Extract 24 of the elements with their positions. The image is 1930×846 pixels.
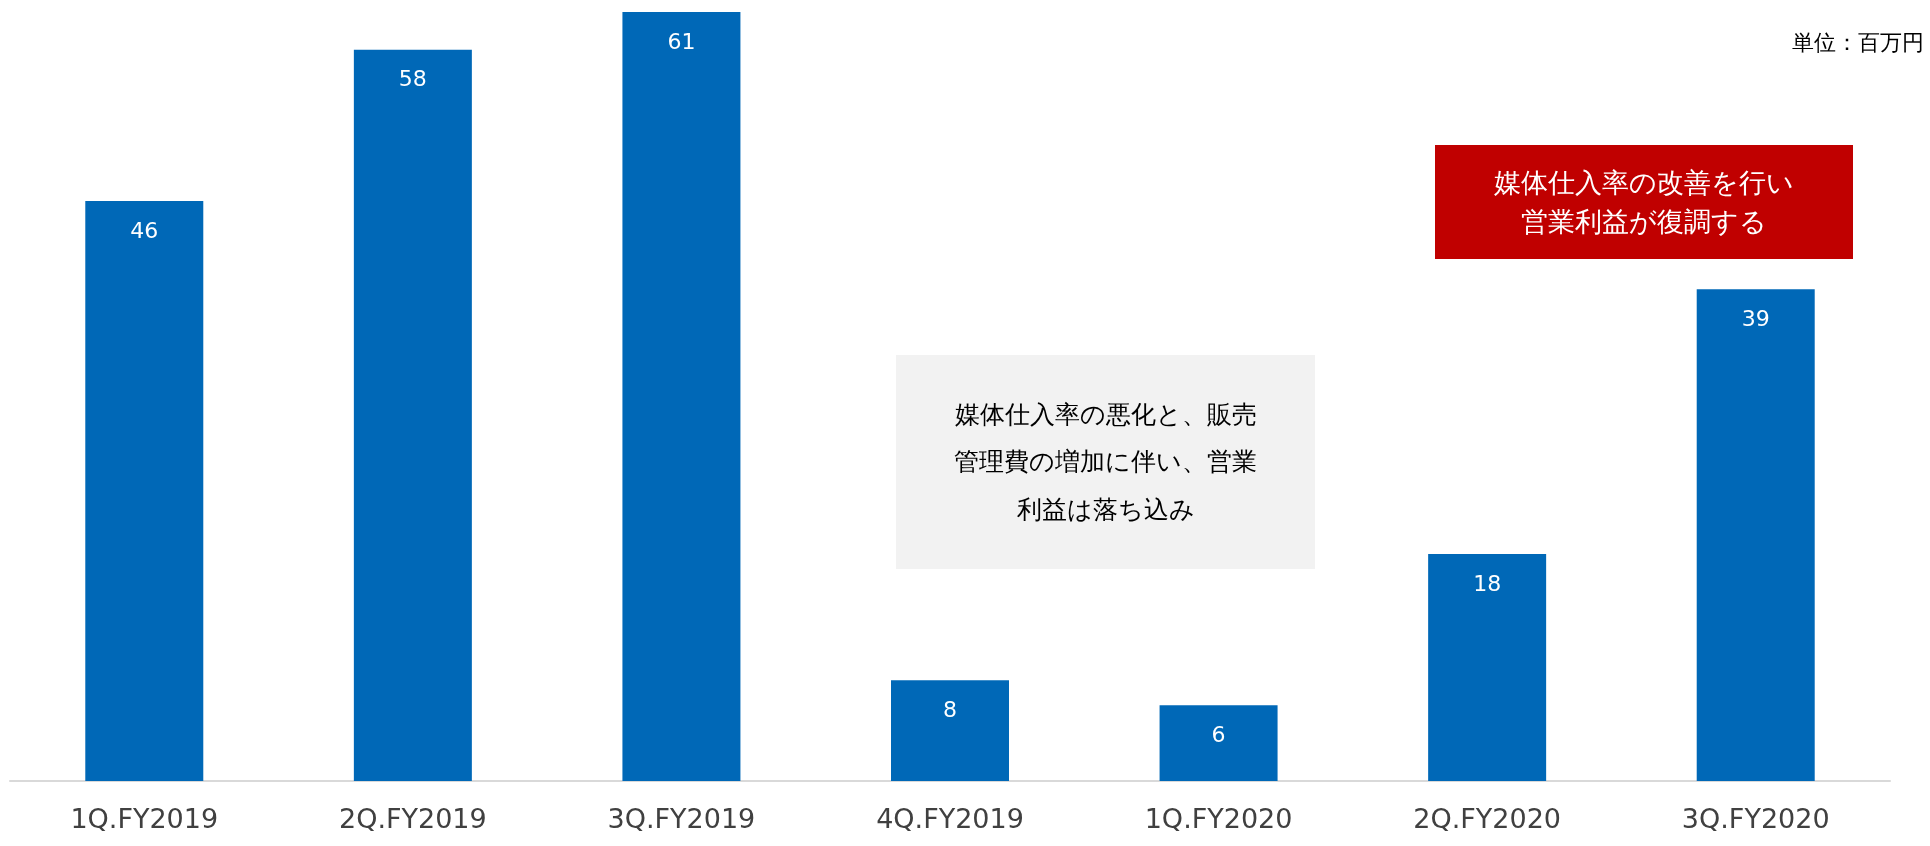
callout-box: 媒体仕入率の改善を行い営業利益が復調する <box>1435 145 1853 259</box>
x-tick-label: 2Q.FY2019 <box>338 803 487 834</box>
data-label: 61 <box>667 28 696 54</box>
bar <box>1428 554 1547 781</box>
data-label: 46 <box>130 217 159 243</box>
bar <box>891 680 1009 781</box>
bar <box>1696 289 1815 781</box>
data-label: 39 <box>1741 305 1770 331</box>
x-tick-label: 4Q.FY2019 <box>876 803 1024 834</box>
annotation: 単位：百万円 <box>1792 29 1924 57</box>
data-label: 58 <box>398 66 427 92</box>
x-tick-label: 2Q.FY2020 <box>1413 803 1562 834</box>
data-label: 6 <box>1211 721 1226 747</box>
x-tick-label: 3Q.FY2020 <box>1681 803 1830 834</box>
x-tick-label: 3Q.FY2019 <box>607 803 756 834</box>
x-tick-label: 1Q.FY2019 <box>70 803 219 834</box>
bar <box>353 49 472 781</box>
note-box: 媒体仕入率の悪化と、販売管理費の増加に伴い、営業利益は落ち込み <box>896 355 1315 569</box>
x-tick-label: 1Q.FY2020 <box>1144 803 1293 834</box>
bar <box>622 12 741 781</box>
bar <box>85 201 204 781</box>
data-label: 18 <box>1473 570 1502 596</box>
bar <box>1159 705 1278 781</box>
data-label: 8 <box>943 696 957 722</box>
